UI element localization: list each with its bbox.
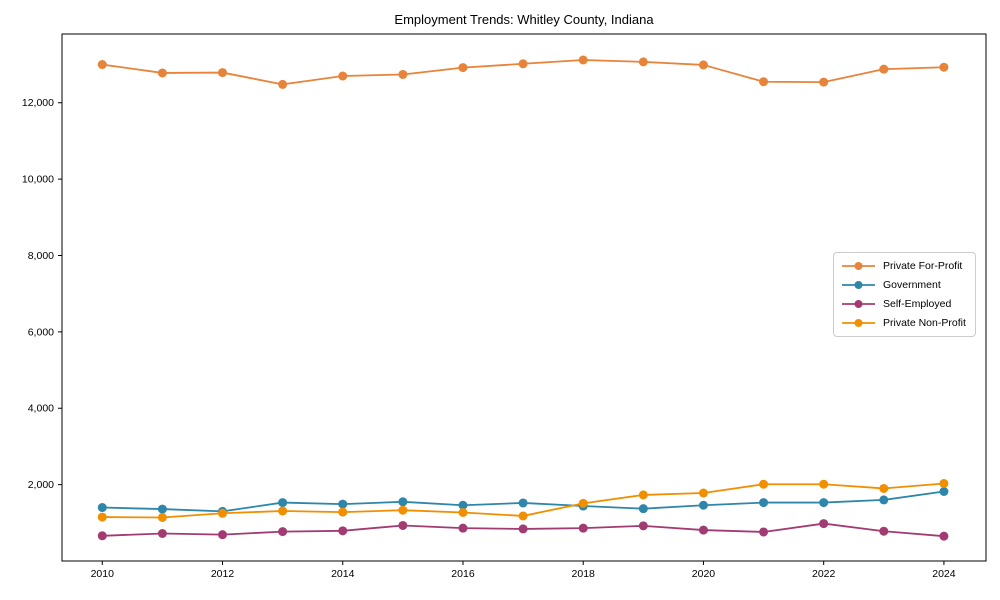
data-point-private-for-profit-2010 <box>97 60 107 70</box>
x-axis-tick-label: 2024 <box>932 568 956 580</box>
legend-entry-government: Government <box>841 276 969 295</box>
data-point-private-non-profit-2020 <box>698 488 708 498</box>
data-point-government-2022 <box>819 498 829 508</box>
data-point-self-employed-2024 <box>939 531 949 541</box>
legend-entry-private-for-profit: Private For-Profit <box>841 257 969 276</box>
data-point-self-employed-2016 <box>458 523 468 533</box>
y-axis-tick-label: 2,000 <box>28 479 54 491</box>
legend-entry-private-non-profit: Private Non-Profit <box>841 313 969 332</box>
data-point-self-employed-2010 <box>97 531 107 541</box>
data-point-private-non-profit-2022 <box>819 479 829 489</box>
data-point-self-employed-2020 <box>698 525 708 535</box>
plot-border <box>61 33 987 562</box>
data-point-self-employed-2023 <box>879 526 889 536</box>
y-axis-tick-label: 4,000 <box>28 403 54 415</box>
data-point-private-non-profit-2015 <box>398 505 408 515</box>
data-point-private-for-profit-2019 <box>638 57 648 67</box>
data-point-private-for-profit-2013 <box>278 79 288 89</box>
data-point-government-2020 <box>698 500 708 510</box>
data-point-private-non-profit-2012 <box>218 508 228 518</box>
legend: Private For-Profit Government Self-Employe… <box>833 252 976 337</box>
legend-marker-private-for-profit-icon <box>842 262 875 271</box>
data-point-private-for-profit-2012 <box>218 68 228 78</box>
data-point-self-employed-2015 <box>398 520 408 530</box>
data-point-private-non-profit-2017 <box>518 511 528 521</box>
legend-label-private-for-profit: Private For-Profit <box>883 260 963 273</box>
data-point-government-2013 <box>278 498 288 508</box>
data-point-self-employed-2022 <box>819 519 829 529</box>
x-axis-tick-label: 2020 <box>692 568 716 580</box>
data-point-government-2019 <box>638 504 648 514</box>
y-axis-tick-label: 12,000 <box>22 97 54 109</box>
data-point-private-for-profit-2015 <box>398 69 408 79</box>
data-point-private-for-profit-2023 <box>879 64 889 74</box>
y-axis-tick-label: 6,000 <box>28 326 54 338</box>
data-point-self-employed-2013 <box>278 527 288 537</box>
legend-label-self-employed: Self-Employed <box>883 297 952 310</box>
x-axis-tick-label: 2012 <box>211 568 235 580</box>
chart-title: Employment Trends: Whitley County, India… <box>394 12 654 27</box>
data-point-government-2017 <box>518 498 528 508</box>
legend-entry-self-employed: Self-Employed <box>841 295 969 314</box>
x-axis-tick-label: 2014 <box>331 568 355 580</box>
data-point-self-employed-2018 <box>578 523 588 533</box>
data-point-private-non-profit-2013 <box>278 506 288 516</box>
data-point-self-employed-2017 <box>518 524 528 534</box>
data-point-government-2021 <box>759 498 769 508</box>
data-point-private-for-profit-2024 <box>939 62 949 72</box>
data-point-private-non-profit-2018 <box>578 498 588 508</box>
data-point-government-2024 <box>939 486 949 496</box>
y-axis-tick-label: 10,000 <box>22 174 54 186</box>
data-point-government-2023 <box>879 495 889 505</box>
legend-marker-self-employed-icon <box>842 299 875 308</box>
data-point-private-non-profit-2019 <box>638 490 648 500</box>
x-axis-tick-label: 2016 <box>451 568 475 580</box>
data-point-private-non-profit-2016 <box>458 508 468 518</box>
data-point-self-employed-2011 <box>157 529 167 539</box>
data-point-private-for-profit-2011 <box>157 68 167 78</box>
data-point-government-2016 <box>458 500 468 510</box>
data-point-private-non-profit-2023 <box>879 483 889 493</box>
x-axis-tick-label: 2022 <box>812 568 836 580</box>
legend-marker-private-non-profit-icon <box>842 318 875 327</box>
legend-label-government: Government <box>883 279 941 292</box>
data-point-self-employed-2021 <box>759 527 769 537</box>
data-point-private-for-profit-2022 <box>819 77 829 87</box>
data-point-self-employed-2012 <box>218 530 228 540</box>
x-axis-tick-label: 2010 <box>91 568 115 580</box>
data-point-self-employed-2014 <box>338 526 348 536</box>
data-point-private-for-profit-2016 <box>458 63 468 73</box>
data-point-private-for-profit-2014 <box>338 71 348 81</box>
data-point-government-2011 <box>157 504 167 514</box>
data-point-private-non-profit-2011 <box>157 512 167 522</box>
data-point-private-for-profit-2021 <box>759 77 769 87</box>
data-point-private-non-profit-2010 <box>97 512 107 522</box>
data-point-government-2014 <box>338 499 348 509</box>
data-point-private-non-profit-2014 <box>338 507 348 517</box>
legend-label-private-non-profit: Private Non-Profit <box>883 316 966 329</box>
data-point-private-for-profit-2017 <box>518 59 528 69</box>
data-point-self-employed-2019 <box>638 521 648 531</box>
data-point-government-2010 <box>97 503 107 513</box>
data-point-private-non-profit-2024 <box>939 478 949 488</box>
data-point-private-for-profit-2020 <box>698 60 708 70</box>
y-axis-tick-label: 8,000 <box>28 250 54 262</box>
data-point-government-2015 <box>398 497 408 507</box>
data-point-private-for-profit-2018 <box>578 55 588 65</box>
data-point-private-non-profit-2021 <box>759 479 769 489</box>
legend-marker-government-icon <box>842 281 875 290</box>
x-axis-tick-label: 2018 <box>572 568 596 580</box>
